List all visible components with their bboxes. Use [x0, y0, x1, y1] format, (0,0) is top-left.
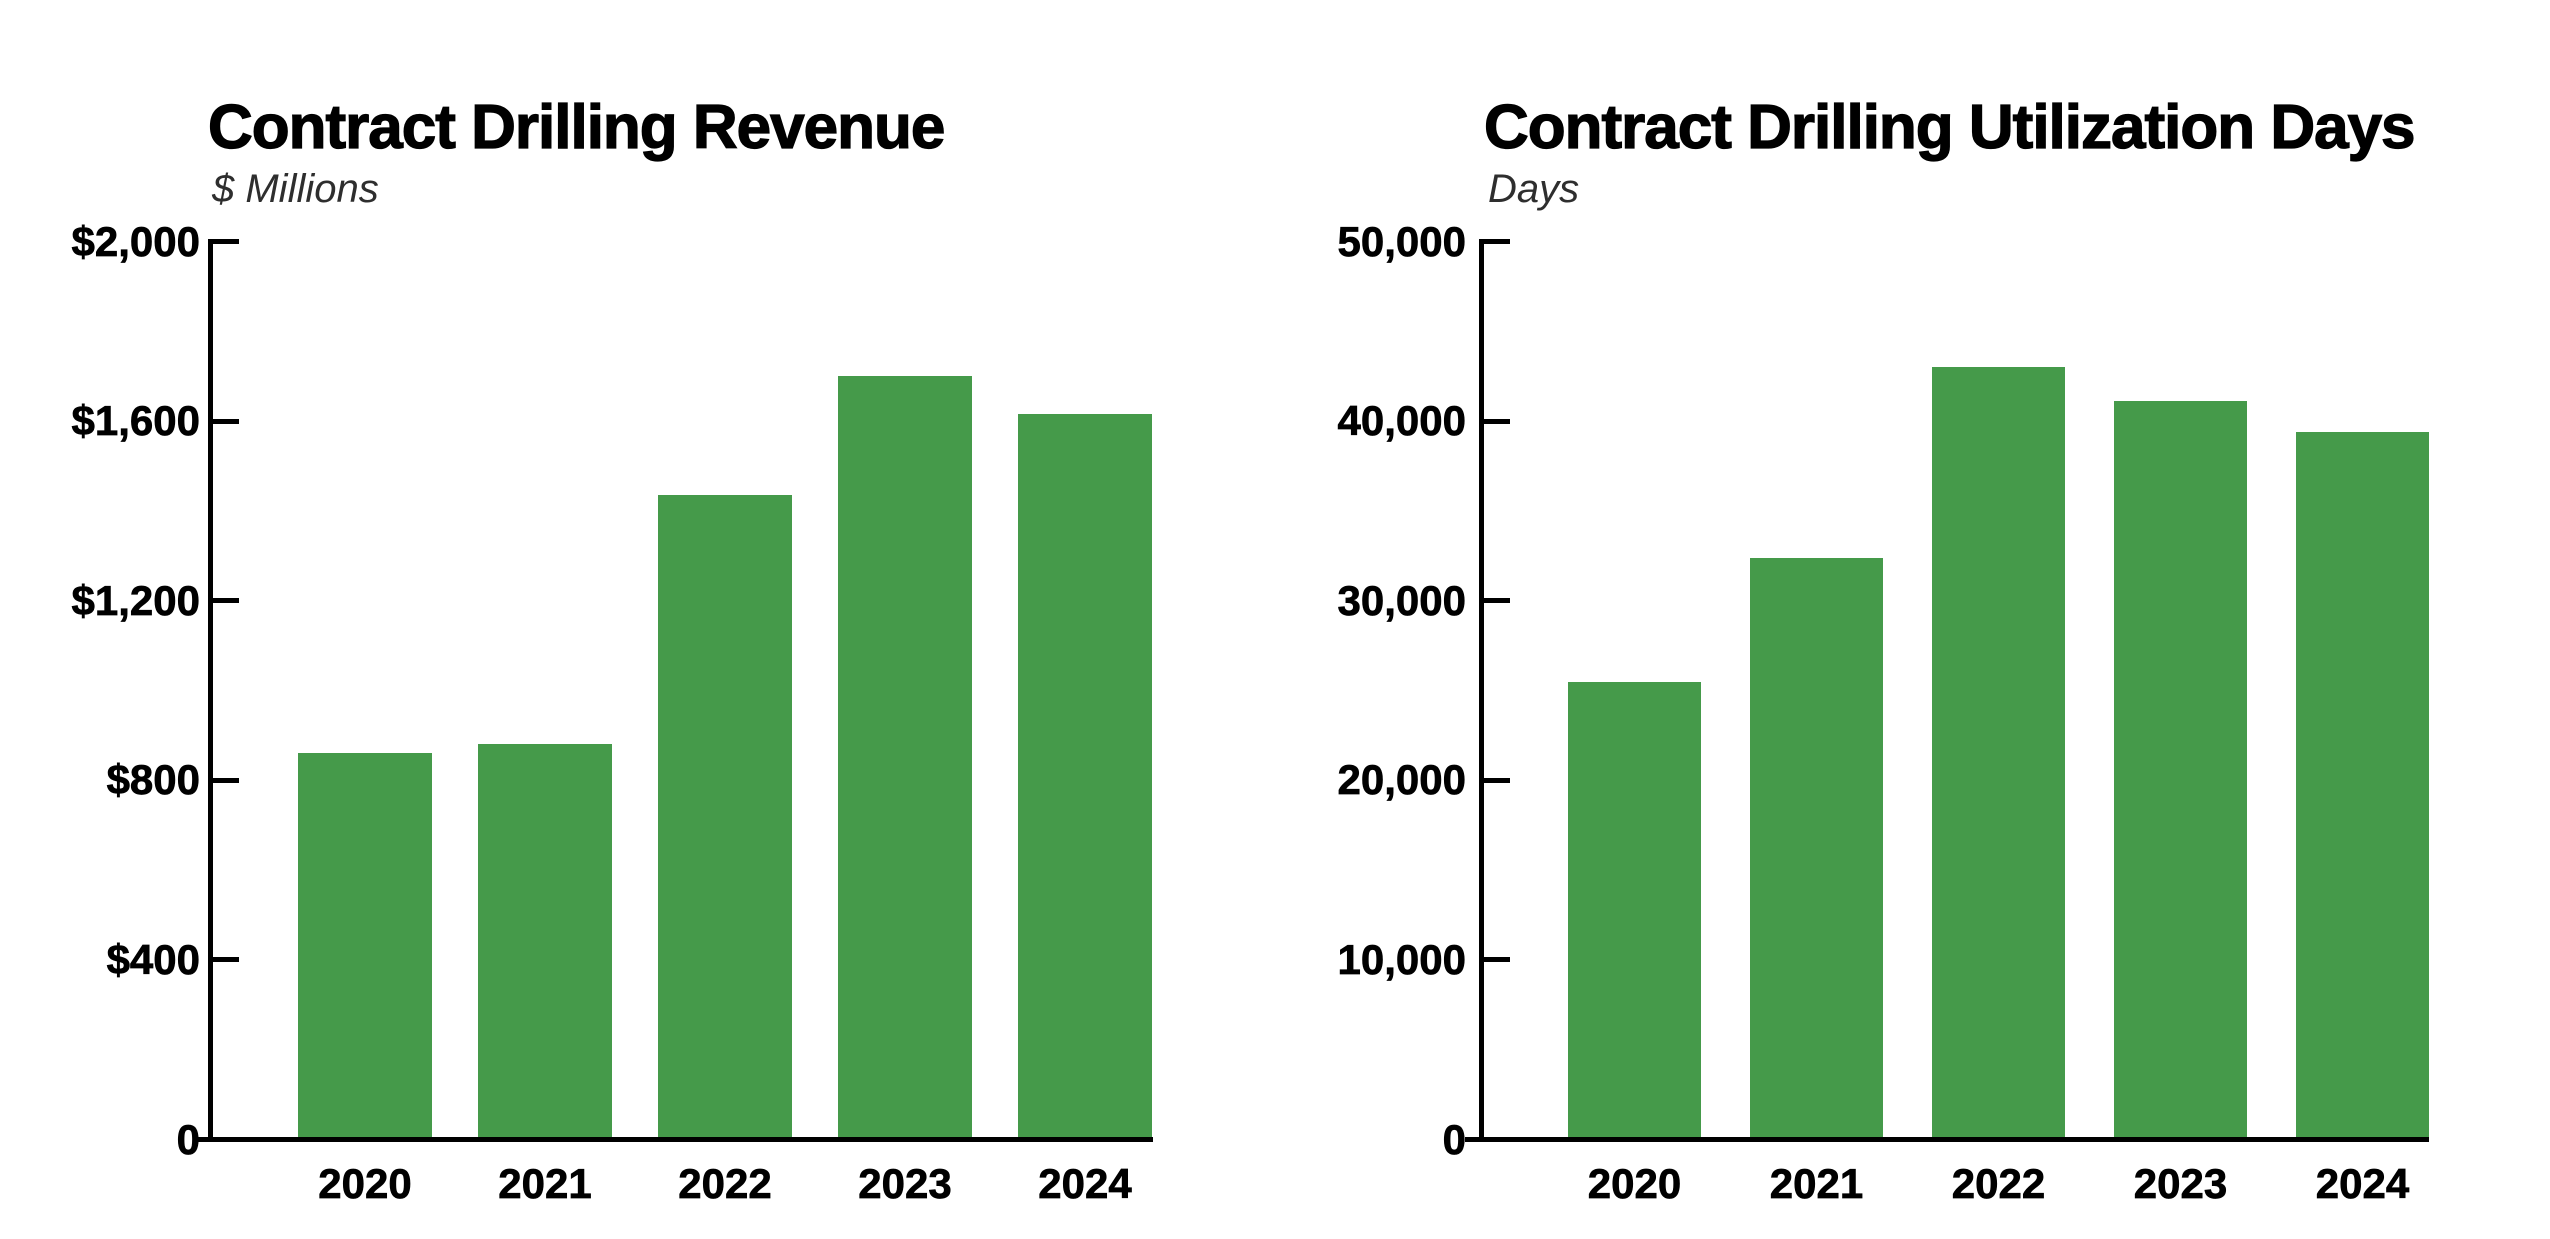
y-axis-label: $2,000 — [71, 217, 200, 265]
bar-2023 — [838, 376, 972, 1137]
y-axis-tick — [1484, 957, 1510, 963]
bar-2023 — [2114, 401, 2247, 1137]
x-label-2022: 2022 — [1951, 1160, 2046, 1208]
x-label-2021: 2021 — [498, 1160, 592, 1208]
y-axis-label: $1,600 — [71, 397, 200, 445]
y-axis-tick — [213, 598, 239, 604]
y-axis-tick — [1484, 239, 1510, 244]
chart-title: Contract Drilling Revenue — [207, 92, 946, 162]
chart-title: Contract Drilling Utilization Days — [1483, 92, 2416, 162]
bar-2021 — [1750, 557, 1883, 1137]
y-axis-label: 50,000 — [1337, 217, 1466, 265]
y-axis-tick — [213, 777, 239, 783]
x-label-2021: 2021 — [1769, 1160, 1864, 1208]
y-axis-label: 0 — [176, 1115, 200, 1163]
x-label-2020: 2020 — [318, 1160, 412, 1208]
y-axis-label: 10,000 — [1337, 935, 1466, 984]
y-axis-line — [208, 239, 213, 1142]
bar-2022 — [1932, 367, 2065, 1137]
y-axis-label: 0 — [1442, 1115, 1466, 1163]
y-axis-label: 30,000 — [1337, 576, 1466, 624]
y-axis-tick — [213, 418, 239, 424]
bar-2024 — [2296, 431, 2429, 1137]
chart-subtitle: $ Millions — [212, 167, 379, 211]
bar-2022 — [658, 495, 792, 1137]
bar-2020 — [298, 753, 432, 1137]
x-label-2020: 2020 — [1587, 1160, 1682, 1208]
y-axis-label: $400 — [106, 935, 200, 984]
y-axis-tick — [1484, 418, 1510, 424]
y-axis-label: 40,000 — [1337, 397, 1466, 445]
y-axis-tick — [213, 957, 239, 963]
x-axis-line — [194, 1137, 1153, 1142]
y-axis-tick — [1484, 598, 1510, 604]
x-label-2023: 2023 — [2133, 1160, 2228, 1208]
bar-2020 — [1568, 681, 1701, 1137]
x-label-2022: 2022 — [678, 1160, 772, 1208]
y-axis-label: 20,000 — [1337, 756, 1466, 804]
bar-2024 — [1018, 414, 1152, 1137]
x-label-2024: 2024 — [2315, 1160, 2410, 1208]
y-axis-tick — [1484, 777, 1510, 783]
x-axis-line — [1465, 1137, 2429, 1142]
y-axis-label: $1,200 — [71, 576, 200, 624]
y-axis-line — [1479, 239, 1484, 1142]
bar-2021 — [478, 744, 612, 1137]
x-label-2023: 2023 — [858, 1160, 952, 1208]
x-label-2024: 2024 — [1038, 1160, 1132, 1208]
y-axis-label: $800 — [106, 756, 200, 804]
chart-subtitle: Days — [1488, 167, 1580, 211]
y-axis-tick — [213, 239, 239, 244]
